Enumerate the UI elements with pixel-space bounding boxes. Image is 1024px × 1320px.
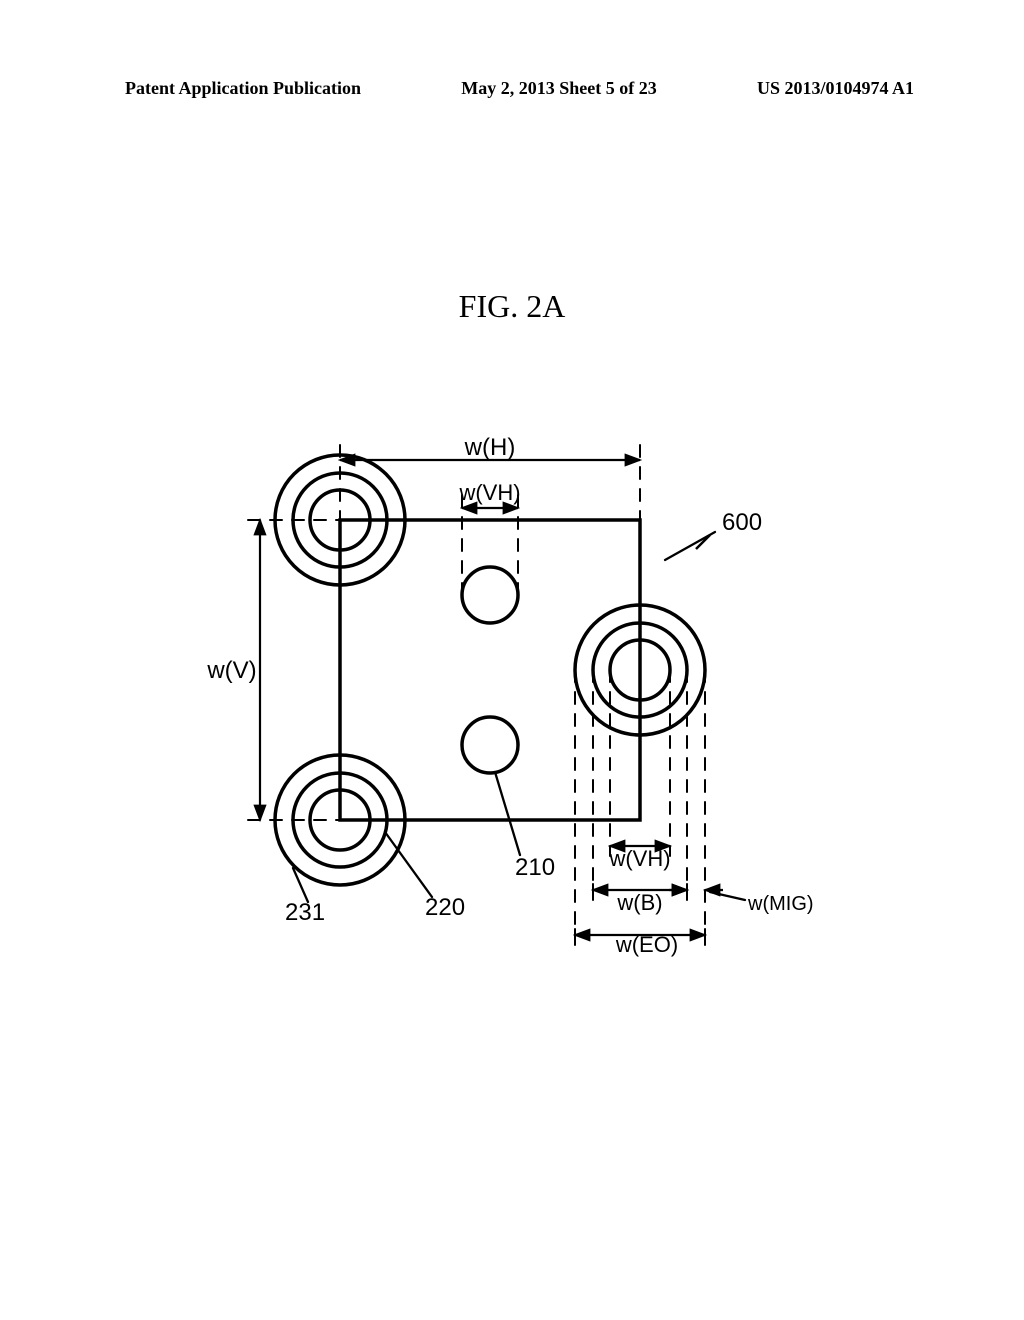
patent-header: Patent Application Publication May 2, 20… xyxy=(0,78,1024,99)
svg-text:231: 231 xyxy=(285,899,325,926)
svg-text:w(MIG): w(MIG) xyxy=(747,893,814,915)
svg-text:w(H): w(H) xyxy=(464,434,516,461)
page: Patent Application Publication May 2, 20… xyxy=(0,0,1024,1320)
figure-diagram: w(H) w(VH) w(V) w(VH) w(B) w(MIG) w(EO) 600 210 2… xyxy=(170,400,870,1020)
svg-text:w(VH): w(VH) xyxy=(608,846,670,871)
header-right: US 2013/0104974 A1 xyxy=(757,78,914,99)
svg-text:600: 600 xyxy=(722,509,762,536)
svg-text:w(EO): w(EO) xyxy=(615,932,678,957)
figure-title: FIG. 2A xyxy=(0,288,1024,325)
svg-text:w(V): w(V) xyxy=(206,657,256,684)
header-center: May 2, 2013 Sheet 5 of 23 xyxy=(461,78,656,99)
header-left: Patent Application Publication xyxy=(125,78,361,99)
svg-text:210: 210 xyxy=(515,854,555,881)
svg-text:w(VH): w(VH) xyxy=(458,480,520,505)
svg-text:w(B): w(B) xyxy=(616,890,662,915)
svg-text:220: 220 xyxy=(425,894,465,921)
diagram-svg: w(H) w(VH) w(V) w(VH) w(B) w(MIG) w(EO) 600 210 2… xyxy=(170,400,870,1020)
